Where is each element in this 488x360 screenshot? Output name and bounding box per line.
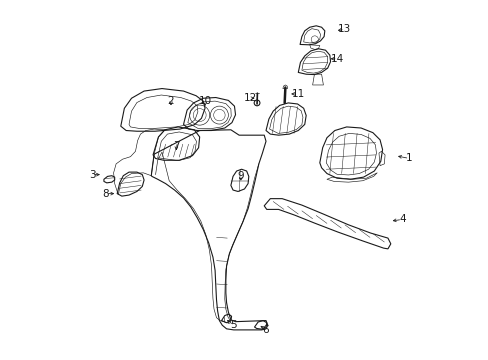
Text: 13: 13: [338, 24, 351, 35]
Text: 14: 14: [330, 54, 344, 64]
Text: 11: 11: [291, 89, 305, 99]
Text: 6: 6: [262, 325, 269, 335]
Text: 2: 2: [167, 96, 174, 106]
Text: 7: 7: [173, 141, 179, 151]
Text: 4: 4: [398, 215, 405, 224]
Text: 10: 10: [198, 96, 211, 106]
Text: 1: 1: [406, 153, 412, 163]
Text: 3: 3: [89, 170, 95, 180]
Text: 12: 12: [243, 93, 256, 103]
Text: 8: 8: [102, 189, 109, 199]
Text: 9: 9: [237, 171, 244, 181]
Text: 5: 5: [230, 320, 237, 330]
